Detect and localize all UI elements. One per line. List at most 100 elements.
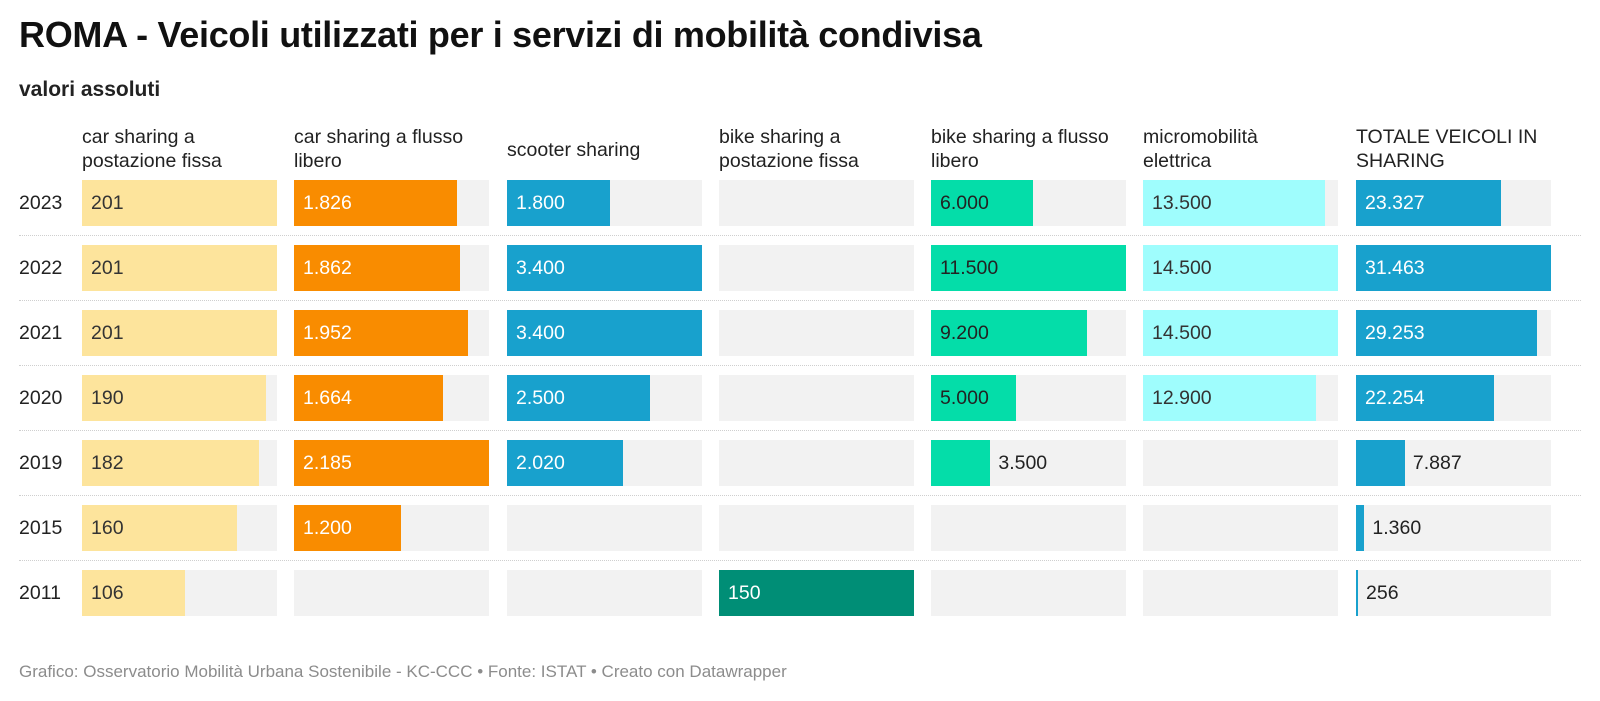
column-header-line: elettrica <box>1143 150 1212 172</box>
data-label: 14.500 <box>1152 322 1212 344</box>
data-label: 3.400 <box>516 257 565 279</box>
data-bar <box>507 440 623 486</box>
data-bar <box>1143 245 1338 291</box>
data-bar <box>1356 310 1538 356</box>
bar-track <box>719 505 914 551</box>
data-label: 3.500 <box>998 452 1048 474</box>
data-bar <box>294 310 469 356</box>
column-header: bike sharing a postazione fissa <box>719 125 859 173</box>
data-bar <box>507 310 702 356</box>
data-bar <box>931 310 1087 356</box>
row-separator <box>19 495 1581 496</box>
bar-track <box>1143 570 1338 616</box>
column-header-line: scooter sharing <box>507 139 641 161</box>
data-bar <box>1143 375 1317 421</box>
chart-subtitle: valori assoluti <box>19 78 161 101</box>
column-header-line: bike sharing a <box>719 126 841 148</box>
column-header: bike sharing a flusso libero <box>931 125 1109 173</box>
chart-title: ROMA - Veicoli utilizzati per i servizi … <box>19 14 982 55</box>
data-bar <box>82 375 267 421</box>
data-label: 13.500 <box>1152 192 1212 214</box>
column-header-line: postazione fissa <box>719 150 859 172</box>
data-bar <box>931 375 1016 421</box>
column-header-line: libero <box>931 150 979 172</box>
data-bar <box>719 570 914 616</box>
column-header: scooter sharing <box>507 138 640 162</box>
data-bar <box>82 180 277 226</box>
data-label: 201 <box>91 257 124 279</box>
bar-track <box>507 505 702 551</box>
column-header-line: TOTALE VEICOLI IN <box>1356 126 1538 148</box>
row-separator <box>19 235 1581 236</box>
data-bar <box>931 245 1126 291</box>
data-bar <box>1356 180 1501 226</box>
row-year-label: 2019 <box>19 452 63 474</box>
column-header-line: micromobilità <box>1143 126 1258 148</box>
bar-track <box>1356 505 1551 551</box>
bar-track <box>931 570 1126 616</box>
data-label: 3.400 <box>516 322 565 344</box>
data-label: 1.200 <box>303 517 352 539</box>
data-bar <box>294 180 457 226</box>
column-header: car sharing a flusso libero <box>294 125 463 173</box>
bar-track <box>1143 505 1338 551</box>
bar-track <box>1143 440 1338 486</box>
data-label: 6.000 <box>940 192 989 214</box>
column-header-line: postazione fissa <box>82 150 222 172</box>
data-label: 7.887 <box>1412 452 1462 474</box>
bar-track <box>719 440 914 486</box>
column-header-line: SHARING <box>1356 150 1445 172</box>
data-label: 2.185 <box>303 452 352 474</box>
row-year-label: 2015 <box>19 517 63 539</box>
column-header: car sharing a postazione fissa <box>82 125 222 173</box>
data-label: 31.463 <box>1365 257 1425 279</box>
row-separator <box>19 365 1581 366</box>
data-label: 1.360 <box>1372 517 1422 539</box>
data-label: 2.500 <box>516 387 565 409</box>
column-header-line: libero <box>294 150 342 172</box>
data-label: 190 <box>91 387 124 409</box>
data-label: 12.900 <box>1152 387 1212 409</box>
column-header-line: bike sharing a flusso <box>931 126 1109 148</box>
chart-footer: Grafico: Osservatorio Mobilità Urbana So… <box>19 662 787 681</box>
data-bar <box>507 180 611 226</box>
data-label: 256 <box>1366 582 1399 604</box>
data-bar <box>1356 440 1405 486</box>
data-bar <box>1356 570 1358 616</box>
data-bar <box>82 310 277 356</box>
data-label: 1.826 <box>303 192 352 214</box>
row-separator <box>19 430 1581 431</box>
data-label: 5.000 <box>940 387 989 409</box>
column-header: micromobilità elettrica <box>1143 125 1258 173</box>
row-year-label: 2022 <box>19 257 63 279</box>
bar-track <box>719 375 914 421</box>
data-bar <box>507 375 651 421</box>
data-bar <box>82 245 277 291</box>
data-label: 106 <box>91 582 124 604</box>
data-bar <box>294 505 402 551</box>
data-bar <box>1143 180 1325 226</box>
data-label: 2.020 <box>516 452 565 474</box>
row-year-label: 2011 <box>19 582 61 604</box>
bar-track <box>1356 570 1551 616</box>
data-label: 150 <box>728 582 761 604</box>
data-label: 14.500 <box>1152 257 1212 279</box>
data-label: 201 <box>91 192 124 214</box>
data-bar <box>1143 310 1338 356</box>
data-label: 29.253 <box>1365 322 1425 344</box>
data-label: 1.952 <box>303 322 352 344</box>
data-bar <box>82 440 259 486</box>
bar-track <box>719 245 914 291</box>
data-bar <box>931 180 1033 226</box>
data-label: 182 <box>91 452 124 474</box>
data-bar <box>1356 375 1494 421</box>
bar-track <box>507 570 702 616</box>
bar-track <box>294 570 489 616</box>
row-separator <box>19 560 1581 561</box>
bar-track <box>719 310 914 356</box>
data-bar <box>294 245 461 291</box>
data-label: 1.800 <box>516 192 565 214</box>
data-bar <box>1356 505 1365 551</box>
row-separator <box>19 300 1581 301</box>
